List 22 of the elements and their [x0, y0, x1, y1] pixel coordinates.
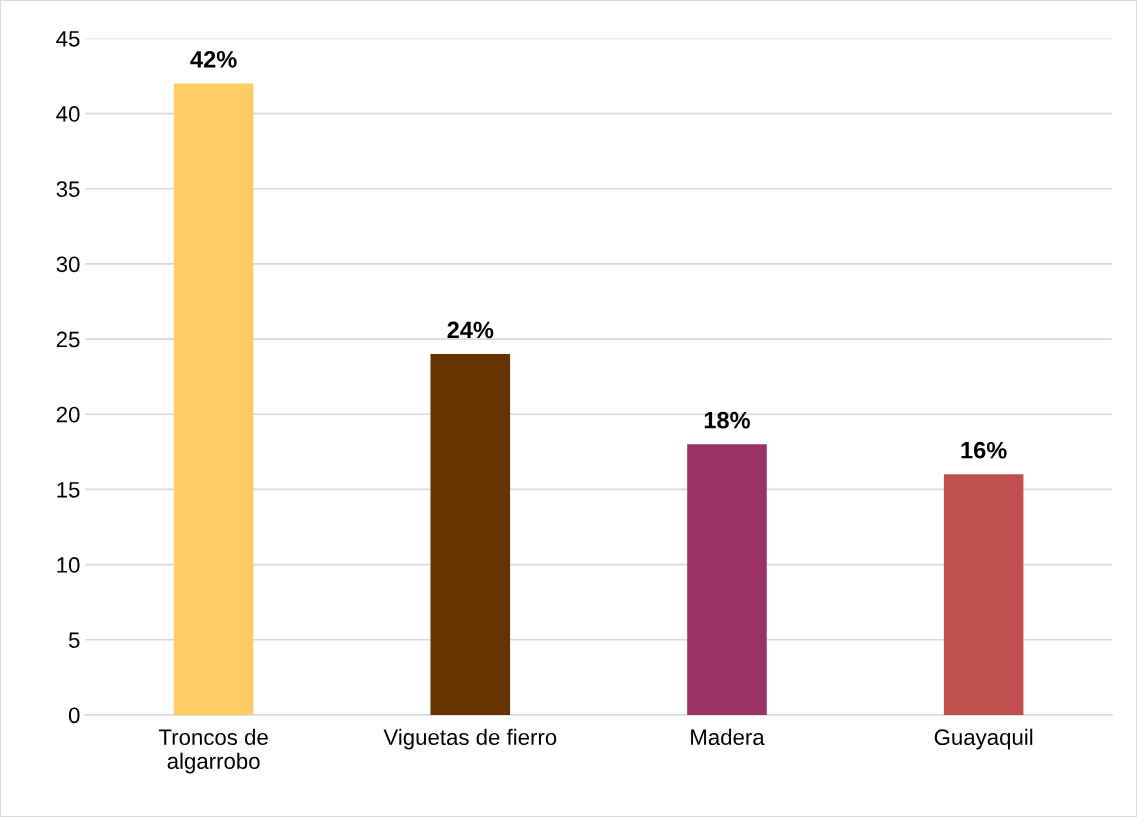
y-tick-label: 35: [56, 181, 80, 197]
bar: [943, 474, 1024, 715]
y-tick-label: 15: [57, 482, 80, 498]
x-tick-label: Guayaquil: [934, 728, 1033, 750]
y-tick-label: 10: [57, 557, 80, 573]
bar: [173, 83, 254, 715]
x-tick-label: Troncos de algarrobo: [158, 728, 268, 774]
y-tick-label: 40: [56, 106, 80, 122]
data-label: 42%: [190, 51, 237, 68]
x-tick-label: Madera: [691, 728, 765, 746]
y-tick-label: 25: [56, 331, 80, 348]
y-tick-label: 30: [56, 256, 80, 273]
data-label: 18%: [704, 411, 750, 429]
data-label: 16%: [961, 441, 1007, 459]
bar: [687, 444, 767, 715]
data-label: 24%: [447, 321, 494, 339]
x-tick-label: Viguetas de fierro: [383, 728, 557, 750]
y-tick-label: 5: [68, 632, 80, 648]
y-tick-label: 0: [68, 707, 80, 724]
y-tick-label: 45: [56, 31, 80, 47]
y-tick-label: 20: [56, 406, 80, 423]
bar: [430, 354, 511, 715]
